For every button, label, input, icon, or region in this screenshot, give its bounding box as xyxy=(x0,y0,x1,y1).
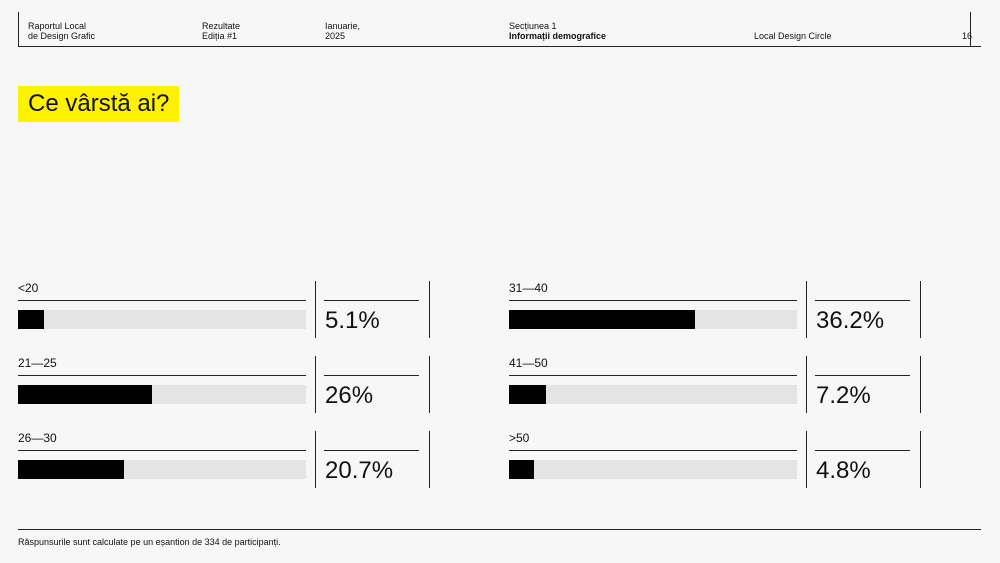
age-group-label: <20 xyxy=(18,281,39,295)
value-divider xyxy=(324,450,419,451)
percentage-value: 20.7% xyxy=(325,457,394,484)
row-divider xyxy=(509,375,797,376)
value-divider xyxy=(815,450,910,451)
age-group-label: >50 xyxy=(509,431,530,445)
bar-track xyxy=(18,310,306,329)
column-divider xyxy=(806,431,807,488)
column-divider xyxy=(920,356,921,413)
bar-fill xyxy=(509,385,546,404)
percentage-value: 5.1% xyxy=(325,307,380,334)
header-divider xyxy=(970,12,971,46)
bar-fill xyxy=(18,310,44,329)
bar-fill xyxy=(509,460,534,479)
column-divider xyxy=(315,356,316,413)
sample-footnote: Răspunsurile sunt calculate pe un eșanti… xyxy=(18,537,281,547)
column-divider xyxy=(315,281,316,338)
footer-divider xyxy=(18,529,981,530)
value-divider xyxy=(324,375,419,376)
percentage-value: 36.2% xyxy=(816,307,885,334)
percentage-value: 7.2% xyxy=(816,382,871,409)
value-divider xyxy=(324,300,419,301)
bar-fill xyxy=(18,385,152,404)
column-divider xyxy=(806,281,807,338)
bar-track xyxy=(509,385,797,404)
age-group-label: 31—40 xyxy=(509,281,548,295)
age-group-row: <20 5.1% xyxy=(18,281,438,338)
column-divider xyxy=(920,281,921,338)
age-group-row: >50 4.8% xyxy=(509,431,929,488)
edition-label: Rezultate Ediția #1 xyxy=(202,21,241,41)
bar-track xyxy=(509,310,797,329)
row-divider xyxy=(18,300,306,301)
age-group-label: 26—30 xyxy=(18,431,57,445)
question-title: Ce vârstă ai? xyxy=(18,86,180,122)
percentage-value: 26% xyxy=(325,382,374,409)
column-divider xyxy=(315,431,316,488)
age-group-label: 21—25 xyxy=(18,356,57,370)
row-divider xyxy=(509,300,797,301)
column-divider xyxy=(429,281,430,338)
page-number: 16 xyxy=(962,31,973,41)
row-divider xyxy=(509,450,797,451)
section-number: Secțiunea 1 xyxy=(509,21,557,31)
value-divider xyxy=(815,300,910,301)
age-group-row: 21—25 26% xyxy=(18,356,438,413)
row-divider xyxy=(18,375,306,376)
value-divider xyxy=(815,375,910,376)
bar-fill xyxy=(18,460,124,479)
column-divider xyxy=(429,356,430,413)
row-divider xyxy=(18,450,306,451)
organization-name: Local Design Circle xyxy=(754,31,832,41)
age-group-row: 26—30 20.7% xyxy=(18,431,438,488)
column-divider xyxy=(920,431,921,488)
bar-fill xyxy=(509,310,695,329)
bar-track xyxy=(18,385,306,404)
report-name: Raportul Local de Design Grafic xyxy=(28,21,96,41)
report-date: Ianuarie, 2025 xyxy=(325,21,361,41)
bar-track xyxy=(18,460,306,479)
column-divider xyxy=(429,431,430,488)
header-divider xyxy=(18,12,19,46)
percentage-value: 4.8% xyxy=(816,457,871,484)
bar-track xyxy=(509,460,797,479)
age-group-label: 41—50 xyxy=(509,356,548,370)
report-header: Raportul Local de Design Grafic Rezultat… xyxy=(18,12,981,47)
age-group-row: 31—40 36.2% xyxy=(509,281,929,338)
age-group-row: 41—50 7.2% xyxy=(509,356,929,413)
column-divider xyxy=(806,356,807,413)
section-title: Informații demografice xyxy=(509,31,607,41)
